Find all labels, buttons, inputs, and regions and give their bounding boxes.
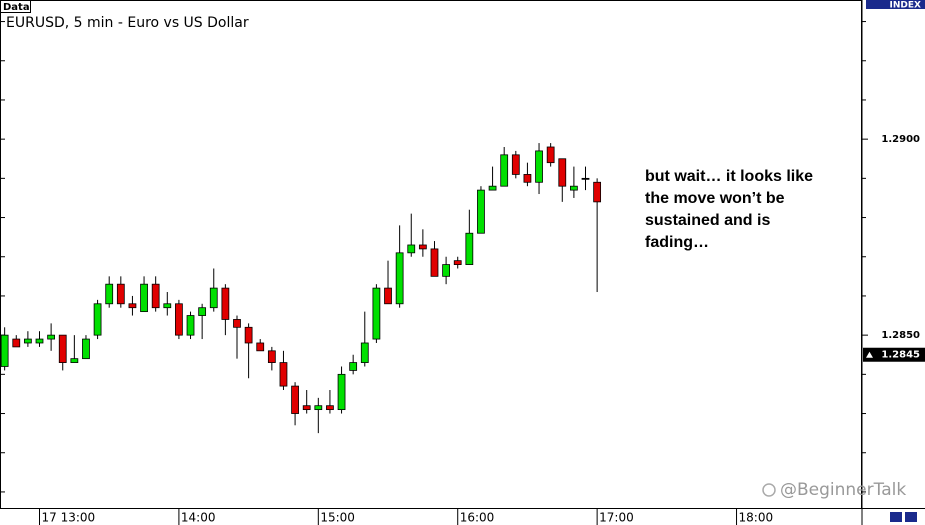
candle-body [384, 287, 392, 305]
candle-body [535, 150, 543, 183]
candle-body [523, 174, 532, 183]
candle-body [430, 248, 439, 277]
candle-body [70, 358, 79, 363]
chart-title: EURUSD, 5 min - Euro vs US Dollar [6, 15, 249, 31]
candle-body [163, 303, 172, 309]
candle-body [477, 189, 485, 234]
x-tick-label: 17:00 [599, 511, 634, 525]
candle-body [267, 350, 276, 363]
candle-body [140, 283, 148, 313]
candle-body [105, 283, 114, 305]
axis-title-box [866, 0, 925, 9]
candle-body [209, 287, 218, 309]
candle-body [558, 158, 567, 187]
candle-body [221, 287, 230, 320]
candle-body [23, 338, 32, 344]
axis-title: INDEX [890, 1, 921, 11]
candle-body [128, 303, 137, 309]
candle-body [279, 362, 288, 387]
candle-body [581, 177, 590, 180]
candle-body [58, 334, 67, 363]
candle-body [47, 334, 56, 340]
y-tick-label: 1.2900 [881, 134, 920, 145]
candle-body [244, 326, 253, 344]
candle-body [593, 181, 602, 203]
candle-body [337, 373, 346, 411]
candle-body [35, 338, 44, 344]
candle-body [442, 264, 450, 277]
candle-body [570, 185, 578, 191]
x-tick-label: 14:00 [181, 511, 216, 525]
last-price-label: 1.2845 [881, 350, 920, 361]
candle-body [349, 362, 358, 371]
x-tick-label: 16:00 [460, 511, 495, 525]
y-tick-label: 1.2850 [881, 330, 920, 341]
annotation-line: fading… [645, 234, 709, 251]
candle-body [372, 287, 381, 340]
candle-body [500, 154, 509, 187]
annotation-line: but wait… it looks like [645, 168, 813, 185]
candle-body [453, 260, 462, 265]
x-tick-label: 17 13:00 [41, 511, 95, 525]
candle-body [326, 405, 334, 411]
x-tick-label: 15:00 [320, 511, 355, 525]
nav-icon[interactable] [890, 512, 902, 522]
annotation-line: the move won’t be [645, 190, 785, 207]
candle-body [198, 307, 207, 316]
candle-body [233, 319, 241, 328]
candle-body [12, 338, 21, 348]
x-tick-label: 18:00 [739, 511, 774, 525]
candle-body [151, 283, 160, 309]
last-price-arrow [866, 351, 873, 358]
annotation-line: sustained and is [645, 212, 770, 229]
watermark: @BeginnerTalk [780, 480, 906, 500]
candle-body [511, 154, 520, 175]
candle-body [175, 303, 183, 336]
candle-body [314, 405, 323, 411]
candle-body [302, 405, 311, 411]
candle-body [546, 146, 555, 164]
candle-body [360, 342, 369, 363]
candle-body [256, 342, 265, 352]
candle-body [82, 338, 90, 360]
candle-body [488, 185, 497, 191]
nav-icon[interactable] [905, 512, 917, 522]
candle-body [93, 303, 102, 336]
badge-box [0, 0, 31, 13]
candle-body [0, 334, 9, 367]
badge: Data [3, 2, 30, 13]
candle-body [407, 244, 416, 254]
candle-body [116, 283, 125, 305]
candle-body [465, 232, 474, 265]
candle-body [186, 315, 195, 336]
candle-body [395, 252, 404, 305]
last-price-box [863, 347, 925, 362]
annotation: but wait… it looks like the move won’t be… [645, 168, 813, 251]
candle-body [291, 385, 299, 414]
candle-body [418, 244, 427, 250]
watermark-icon [762, 483, 776, 497]
